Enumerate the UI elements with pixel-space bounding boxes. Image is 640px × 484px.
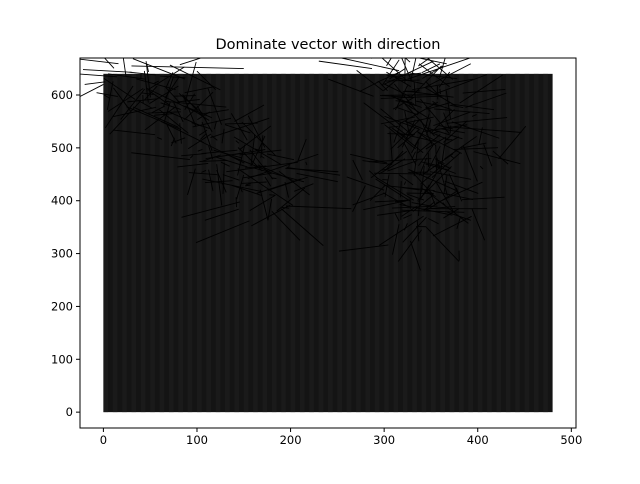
image-stripe: [291, 74, 296, 412]
image-stripe: [496, 74, 501, 412]
image-stripe: [534, 74, 539, 412]
y-tick-label: 200: [51, 299, 73, 313]
vector-arrow: [174, 96, 196, 97]
y-tick-label: 100: [51, 352, 73, 366]
chart-title: Dominate vector with direction: [216, 37, 441, 53]
background-image: [103, 74, 552, 412]
vector-arrow: [89, 41, 114, 68]
image-stripe: [375, 74, 380, 412]
image-stripe: [487, 74, 492, 412]
x-tick-label: 500: [560, 433, 582, 447]
vector-arrow: [79, 59, 118, 64]
y-tick-label: 500: [51, 141, 73, 155]
image-stripe: [515, 74, 520, 412]
image-stripe: [141, 74, 146, 412]
vector-arrow: [131, 66, 243, 69]
vector-arrow: [85, 82, 106, 85]
image-stripe: [131, 74, 136, 412]
image-stripe: [281, 74, 286, 412]
vector-arrow: [440, 89, 441, 94]
image-stripe: [300, 74, 305, 412]
image-stripe: [450, 74, 455, 412]
image-stripe: [468, 74, 473, 412]
image-stripe: [160, 74, 165, 412]
image-stripe: [253, 74, 258, 412]
image-stripe: [365, 74, 370, 412]
image-stripe: [478, 74, 483, 412]
image-stripe: [178, 74, 183, 412]
image-stripe: [262, 74, 267, 412]
image-stripe: [347, 74, 352, 412]
x-tick-label: 0: [100, 433, 107, 447]
y-tick-label: 600: [51, 88, 73, 102]
x-tick-label: 200: [280, 433, 302, 447]
image-stripe: [206, 74, 211, 412]
vector-arrow: [387, 52, 395, 66]
image-stripe: [506, 74, 511, 412]
image-stripe: [188, 74, 193, 412]
vector-arrow: [382, 95, 437, 96]
image-stripe: [337, 74, 342, 412]
image-stripe: [272, 74, 277, 412]
image-stripe: [356, 74, 361, 412]
y-tick-label: 400: [51, 194, 73, 208]
image-stripe: [394, 74, 399, 412]
image-stripe: [328, 74, 333, 412]
image-stripe: [309, 74, 314, 412]
vector-arrow: [319, 61, 372, 68]
image-stripe: [543, 74, 548, 412]
y-tick-label: 0: [66, 405, 73, 419]
image-stripe: [525, 74, 530, 412]
image-stripe: [122, 74, 127, 412]
y-tick-label: 300: [51, 247, 73, 261]
image-stripe: [216, 74, 221, 412]
image-stripe: [113, 74, 118, 412]
x-tick-label: 300: [373, 433, 395, 447]
vector-arrow: [120, 36, 126, 76]
x-tick-label: 100: [186, 433, 208, 447]
x-tick-label: 400: [467, 433, 489, 447]
